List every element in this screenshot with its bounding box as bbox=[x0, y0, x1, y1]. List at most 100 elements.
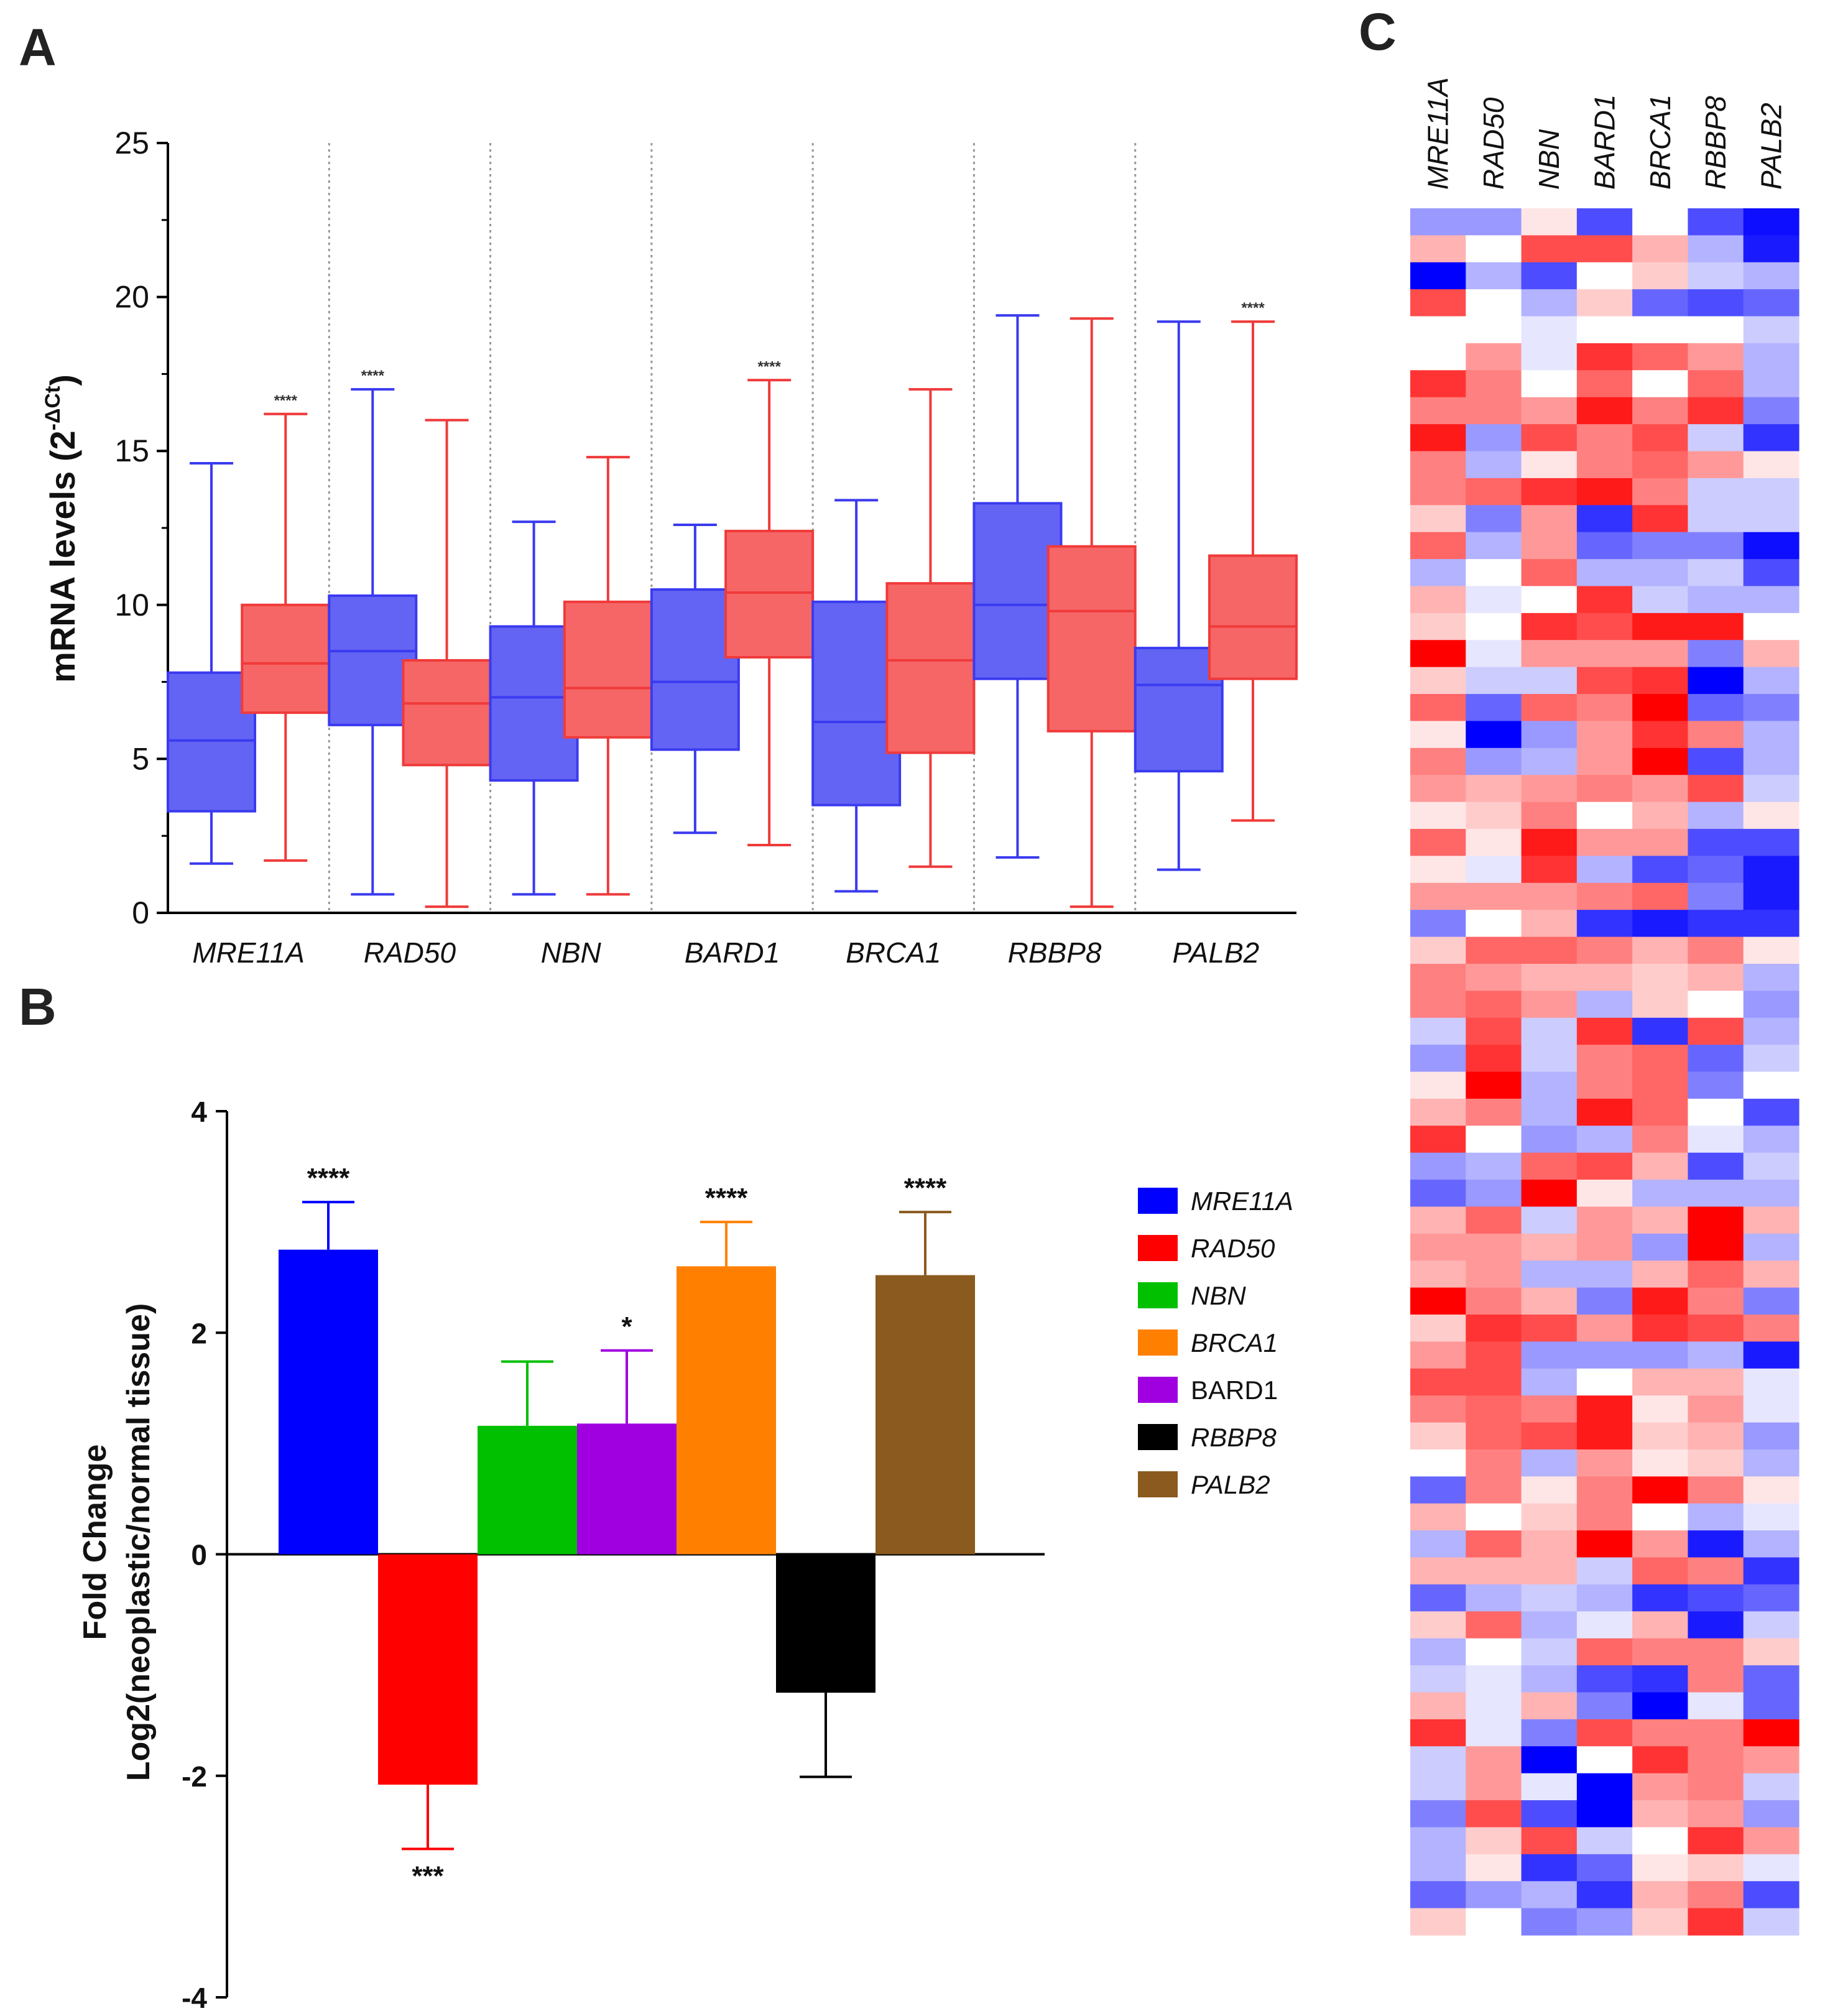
box-iqr bbox=[1046, 545, 1137, 733]
bar-significance: *** bbox=[412, 1861, 444, 1891]
heatmap-cell bbox=[1466, 289, 1522, 317]
heatmap-cell bbox=[1688, 856, 1744, 884]
heatmap-cell bbox=[1576, 1746, 1633, 1774]
heatmap-cell bbox=[1521, 1368, 1578, 1396]
heatmap-cell bbox=[1576, 775, 1633, 803]
heatmap-cell bbox=[1410, 1071, 1466, 1099]
legend-label: RBBP8 bbox=[1191, 1423, 1277, 1452]
heatmap-cell bbox=[1632, 828, 1689, 856]
heatmap-cell bbox=[1632, 289, 1689, 317]
bar-significance: **** bbox=[307, 1163, 350, 1193]
heatmap-cell bbox=[1688, 586, 1744, 614]
heatmap-cell bbox=[1632, 667, 1689, 695]
heatmap-cell bbox=[1743, 208, 1799, 236]
heatmap-cell bbox=[1632, 397, 1689, 425]
heatmap-cell bbox=[1521, 1126, 1578, 1153]
heatmap-cell bbox=[1466, 559, 1522, 587]
heatmap-cell bbox=[1576, 640, 1633, 668]
heatmap-cell bbox=[1410, 424, 1466, 452]
heatmap-cell bbox=[1466, 316, 1522, 344]
heatmap-cell bbox=[1743, 289, 1799, 317]
heatmap-cell bbox=[1743, 397, 1799, 425]
heatmap-cell bbox=[1466, 1126, 1522, 1153]
heatmap-cell bbox=[1576, 1530, 1633, 1558]
heatmap-cell bbox=[1466, 397, 1522, 425]
bar-rect bbox=[378, 1554, 478, 1785]
heatmap-cell bbox=[1632, 1368, 1689, 1396]
heatmap-cell bbox=[1466, 208, 1522, 236]
panel-a-category-label: BRCA1 bbox=[846, 936, 941, 969]
heatmap-cell bbox=[1743, 586, 1799, 614]
heatmap-cell bbox=[1688, 1854, 1744, 1882]
heatmap-cell bbox=[1688, 289, 1744, 317]
heatmap-cell bbox=[1521, 397, 1578, 425]
heatmap-cell bbox=[1410, 1530, 1466, 1558]
heatmap-cell bbox=[1632, 1773, 1689, 1801]
heatmap-cell bbox=[1688, 235, 1744, 263]
heatmap-cell bbox=[1410, 1045, 1466, 1073]
heatmap-cell bbox=[1576, 936, 1633, 964]
heatmap-cell bbox=[1466, 1719, 1522, 1747]
heatmap-cell bbox=[1521, 963, 1578, 991]
bar-rect bbox=[279, 1249, 378, 1555]
heatmap-cell bbox=[1743, 1800, 1799, 1828]
heatmap-cell bbox=[1688, 1584, 1744, 1612]
heatmap-cell bbox=[1688, 1692, 1744, 1720]
heatmap-cell bbox=[1410, 559, 1466, 587]
heatmap-column-label: PALB2 bbox=[1755, 103, 1787, 190]
legend-item-bard1: BARD1 bbox=[1138, 1375, 1278, 1405]
heatmap-cell bbox=[1466, 1206, 1522, 1234]
heatmap-cell bbox=[1688, 1045, 1744, 1073]
heatmap-column-label: MRE11A bbox=[1422, 77, 1454, 190]
heatmap-cell bbox=[1410, 856, 1466, 884]
heatmap-cell bbox=[1632, 1126, 1689, 1153]
heatmap-cell bbox=[1688, 613, 1744, 640]
heatmap-cell bbox=[1466, 1341, 1522, 1369]
heatmap-cell bbox=[1466, 802, 1522, 830]
heatmap-cell bbox=[1632, 262, 1689, 290]
heatmap-cell bbox=[1576, 1854, 1633, 1882]
box-brca1-normal bbox=[811, 499, 902, 893]
heatmap-cell bbox=[1743, 1773, 1799, 1801]
panel-a-y-label-main: mRNA levels (2 bbox=[43, 430, 82, 683]
heatmap-cell bbox=[1688, 1206, 1744, 1234]
heatmap-cell bbox=[1410, 963, 1466, 991]
heatmap-cell bbox=[1576, 478, 1633, 506]
heatmap-cell bbox=[1410, 882, 1466, 910]
heatmap-cell bbox=[1632, 1530, 1689, 1558]
heatmap-cell bbox=[1576, 1800, 1633, 1828]
panel-label-b: B bbox=[19, 978, 57, 1036]
heatmap-cell bbox=[1521, 559, 1578, 587]
bar-significance: **** bbox=[904, 1173, 947, 1203]
heatmap-cell bbox=[1410, 936, 1466, 964]
panel-b-y-tick-label: 4 bbox=[191, 1096, 207, 1128]
heatmap-cell bbox=[1632, 559, 1689, 587]
heatmap-cell bbox=[1410, 1260, 1466, 1288]
panel-b-y-label-line1: Fold Change bbox=[77, 1445, 113, 1640]
heatmap-cell bbox=[1576, 559, 1633, 587]
heatmap-cell bbox=[1466, 451, 1522, 479]
box-nbn-normal bbox=[489, 520, 579, 896]
heatmap-cell bbox=[1410, 613, 1466, 640]
heatmap-cell bbox=[1466, 1476, 1522, 1504]
heatmap-cell bbox=[1521, 1584, 1578, 1612]
legend-label: BRCA1 bbox=[1191, 1328, 1278, 1357]
heatmap-cell bbox=[1632, 235, 1689, 263]
panel-a-y-tick-label: 0 bbox=[132, 895, 149, 930]
panel-b: B -4 -2 0 2 4 Fold Change Log2(neoplastic/norm… bbox=[19, 978, 1293, 2011]
box-iqr bbox=[650, 588, 740, 751]
bar-significance: **** bbox=[705, 1183, 748, 1213]
panel-a-category-label: RAD50 bbox=[364, 936, 456, 969]
heatmap-cell bbox=[1521, 747, 1578, 775]
heatmap-cell bbox=[1632, 1341, 1689, 1369]
heatmap-cell bbox=[1410, 1692, 1466, 1720]
heatmap-cell bbox=[1521, 613, 1578, 640]
heatmap-cell bbox=[1576, 1098, 1633, 1126]
heatmap-cell bbox=[1521, 1908, 1578, 1936]
heatmap-cell bbox=[1410, 747, 1466, 775]
heatmap-cell bbox=[1576, 1557, 1633, 1585]
legend-item-rad50: RAD50 bbox=[1138, 1234, 1275, 1263]
heatmap-grid bbox=[1410, 208, 1799, 1936]
heatmap-cell bbox=[1410, 397, 1466, 425]
heatmap-cell bbox=[1410, 235, 1466, 263]
